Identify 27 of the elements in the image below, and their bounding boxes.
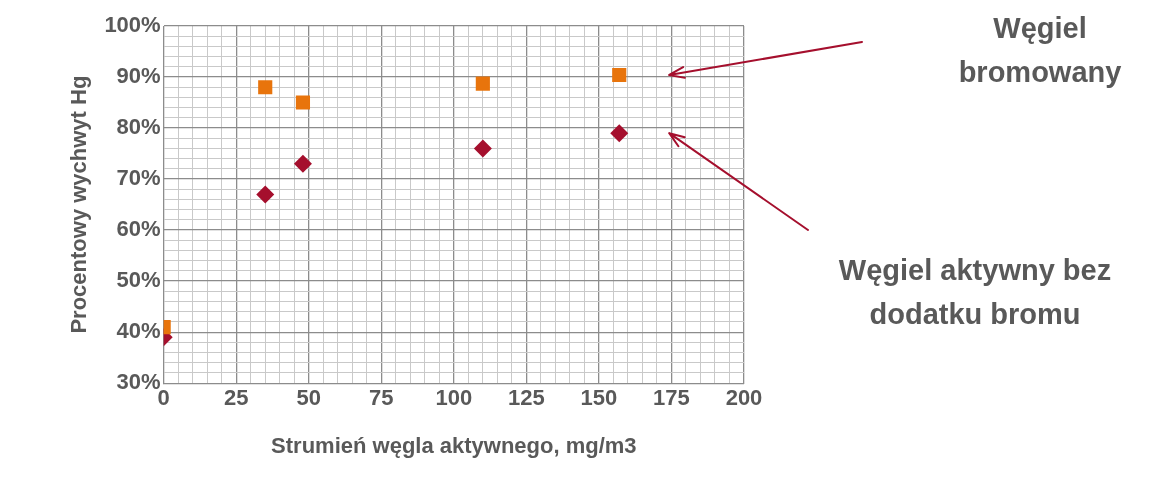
x-tick-label: 150 bbox=[580, 385, 618, 411]
point bbox=[473, 139, 492, 158]
text: Węgiel aktywny bez dodatku bromu bbox=[838, 254, 1112, 330]
y-tick-label: 90% bbox=[116, 63, 161, 89]
y-tick-label: 60% bbox=[116, 216, 161, 242]
point bbox=[293, 154, 312, 173]
point bbox=[295, 95, 311, 110]
point bbox=[612, 67, 627, 83]
x-tick-label: 25 bbox=[223, 385, 249, 411]
x-axis-title: Strumień węgla aktywnego, mg/m3 bbox=[271, 432, 637, 458]
point bbox=[475, 76, 490, 91]
x-tick-label: 200 bbox=[725, 385, 763, 411]
x-tick-label: 50 bbox=[296, 385, 321, 411]
x-tick-label: 100 bbox=[435, 385, 473, 411]
y-tick-label: 100% bbox=[104, 12, 161, 38]
y-tick-label: 40% bbox=[116, 318, 161, 344]
y-tick-label: 80% bbox=[116, 114, 161, 140]
point bbox=[258, 80, 273, 95]
x-tick-label: 175 bbox=[653, 385, 690, 411]
x-tick-label: 125 bbox=[508, 385, 545, 411]
y-tick-label: 50% bbox=[116, 267, 161, 293]
text: Węgiel bromowany bbox=[958, 12, 1122, 88]
point bbox=[610, 124, 629, 143]
y-tick-label: 70% bbox=[116, 165, 161, 191]
point bbox=[256, 185, 275, 204]
y-axis-title: Procentowy wychwyt Hg bbox=[66, 75, 92, 334]
x-tick-label: 75 bbox=[369, 385, 394, 411]
